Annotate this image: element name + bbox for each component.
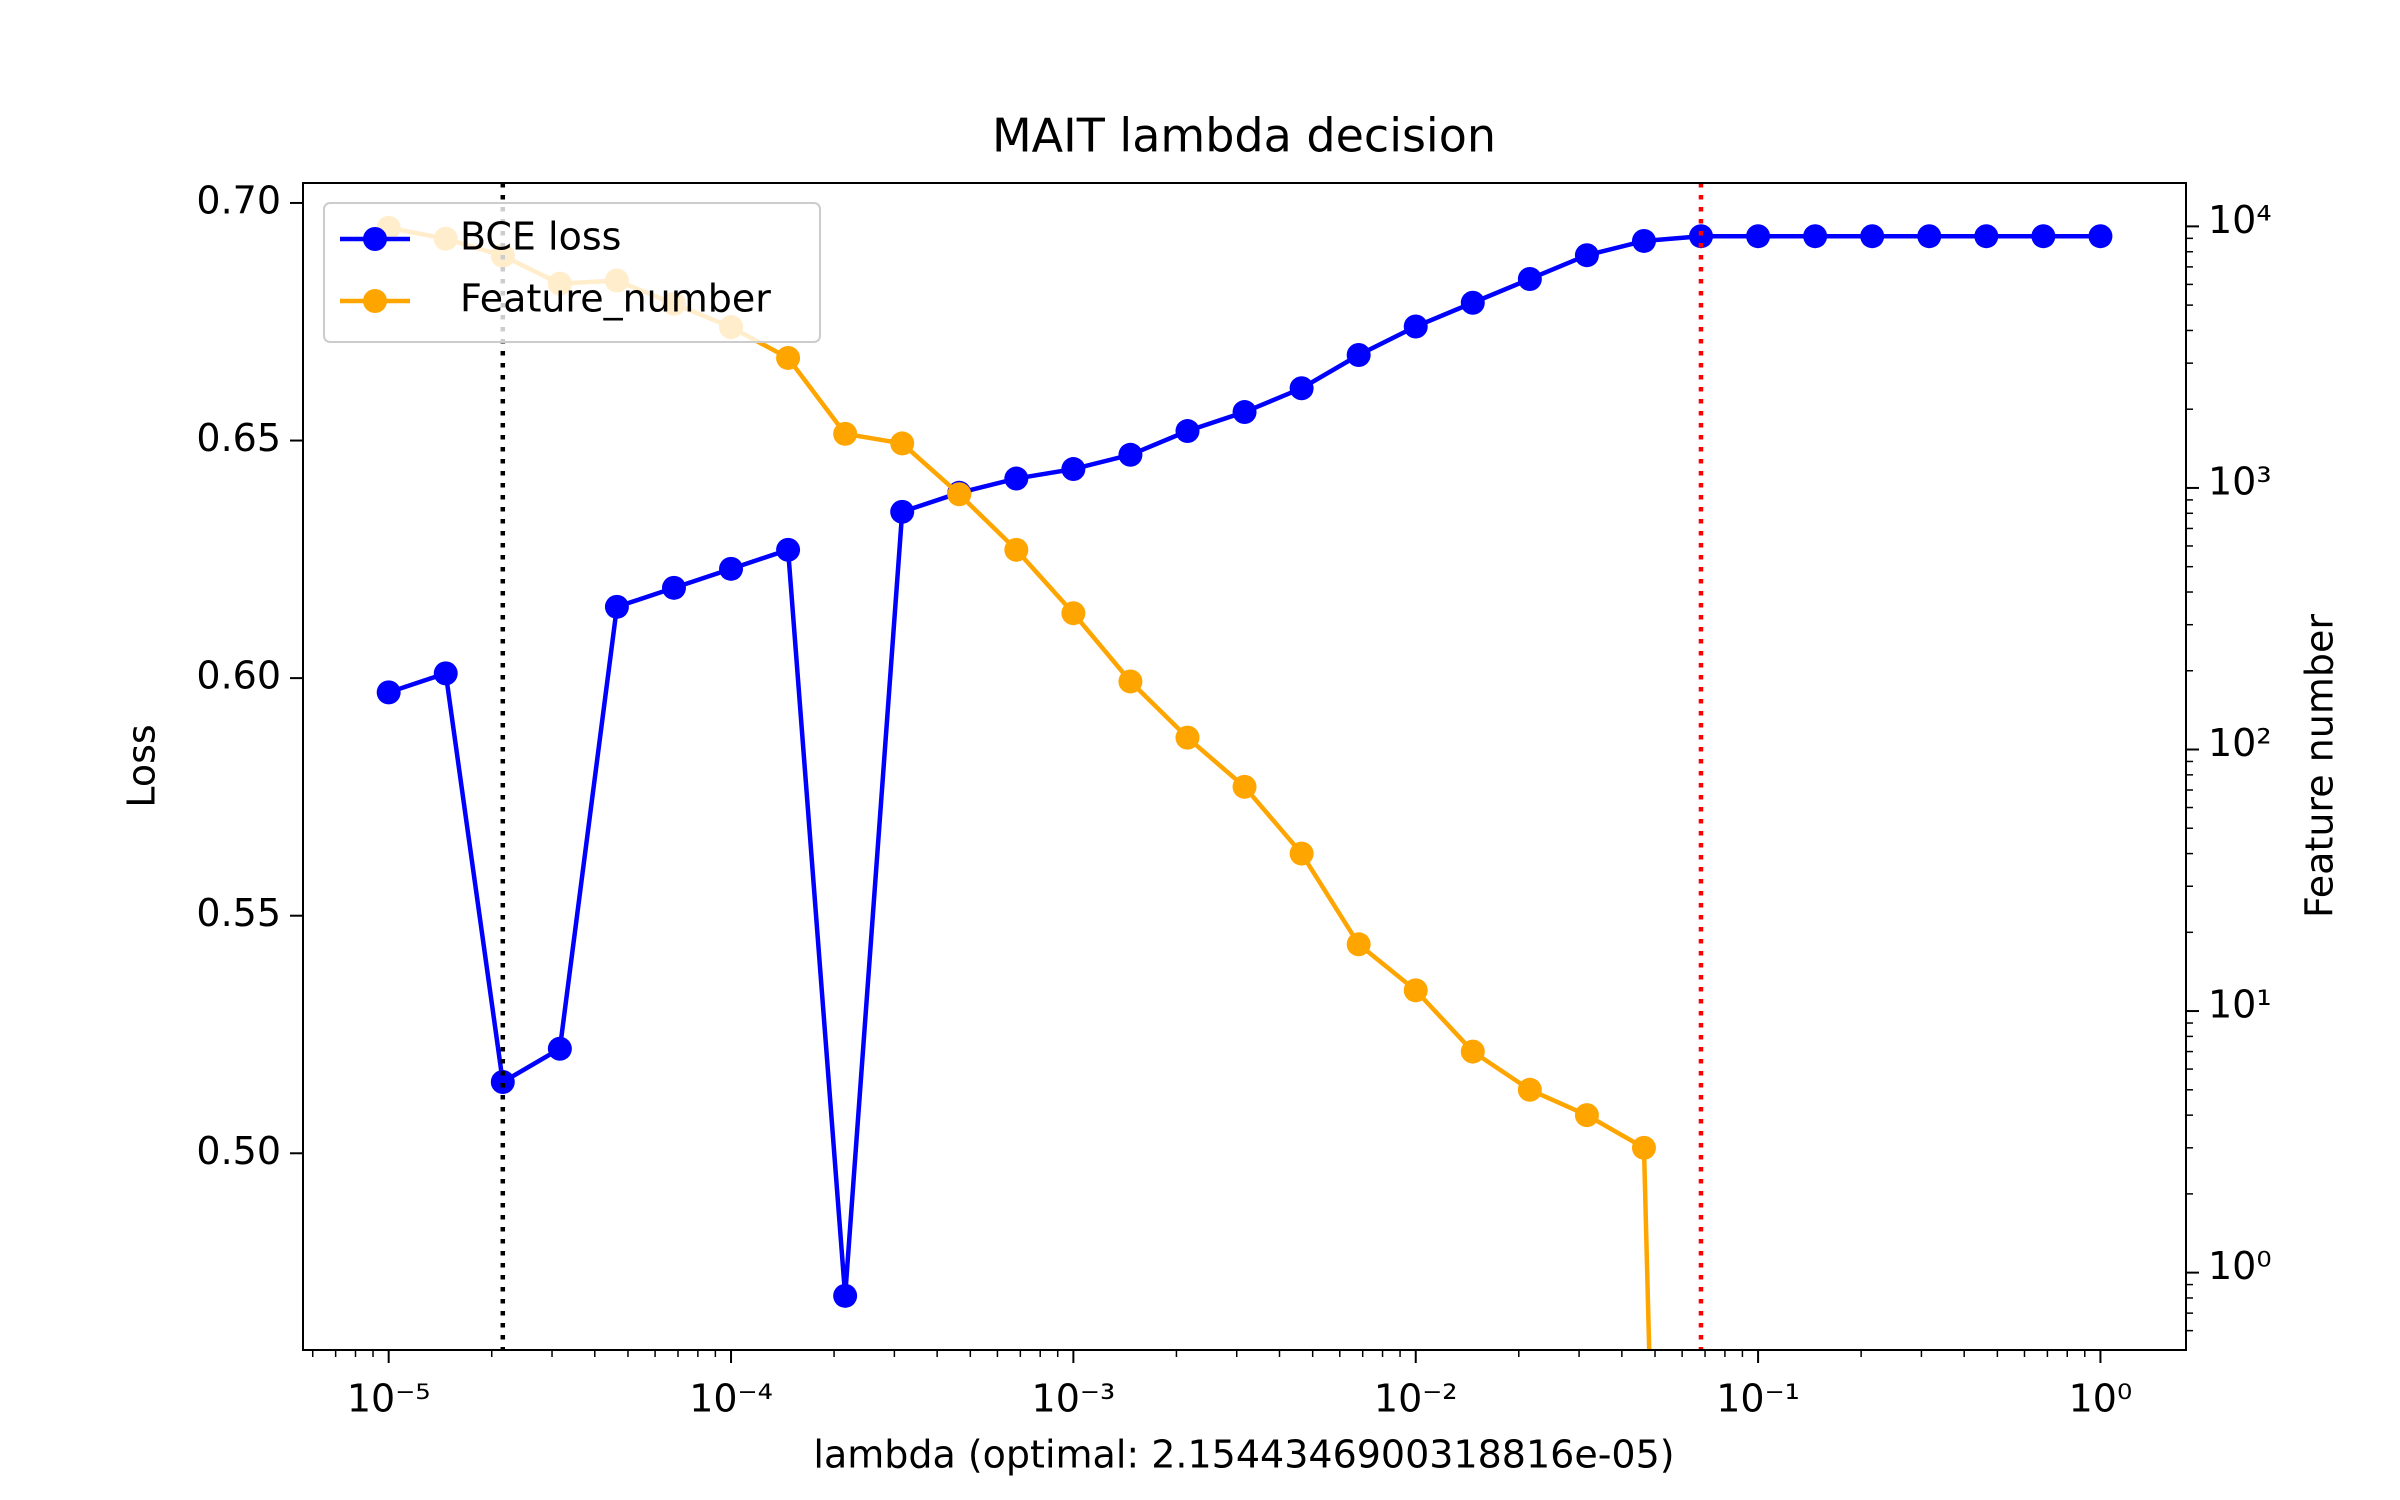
series-marker [1346, 932, 1371, 957]
series-marker [661, 575, 686, 600]
chart-title: MAIT lambda decision [992, 109, 1496, 163]
x-tick-label: 10⁻¹ [1716, 1377, 1800, 1421]
series-marker [1517, 266, 1542, 291]
series-marker [1289, 841, 1314, 866]
series-marker [604, 594, 629, 619]
series-marker [1118, 669, 1143, 694]
series-marker [490, 1070, 515, 1095]
series-marker [376, 680, 401, 705]
legend-box [323, 202, 821, 343]
series-marker [433, 661, 458, 686]
series-marker [1746, 224, 1771, 249]
series-line [387, 233, 2101, 1297]
x-tick-label: 10⁻⁵ [347, 1377, 431, 1421]
series-marker [1175, 725, 1200, 750]
series-marker [1004, 466, 1029, 491]
series-marker [1403, 314, 1428, 339]
legend-marker [363, 227, 387, 251]
y2-tick-label: 10⁴ [2208, 198, 2272, 242]
series-marker [776, 345, 801, 370]
series-marker [1175, 419, 1200, 444]
series-marker [890, 431, 915, 456]
series-marker [1631, 228, 1656, 253]
x-tick-label: 10⁰ [2069, 1377, 2133, 1421]
series-marker [1517, 1077, 1542, 1102]
series-marker [890, 499, 915, 524]
legend-label: Feature_number [460, 277, 771, 321]
series-marker [2088, 224, 2113, 249]
y-tick-label: 0.50 [196, 1129, 281, 1173]
series-marker [833, 1283, 858, 1308]
series-marker [1460, 290, 1485, 315]
series-marker [1860, 224, 1885, 249]
legend-marker [363, 289, 387, 313]
plot-area [376, 183, 2113, 1350]
series-marker [1574, 243, 1599, 268]
y-tick-label: 0.55 [196, 891, 281, 935]
series-marker [1403, 978, 1428, 1003]
series-marker [1346, 343, 1371, 368]
y-tick-label: 0.65 [196, 416, 281, 460]
series-marker [1004, 537, 1029, 562]
legend-label: BCE loss [460, 215, 621, 259]
x-tick-label: 10⁻² [1374, 1377, 1458, 1421]
series-marker [1232, 400, 1257, 425]
y2-tick-label: 10⁰ [2208, 1244, 2272, 1288]
series-marker [1118, 442, 1143, 467]
y2-tick-label: 10¹ [2208, 983, 2272, 1027]
y2-axis-label: Feature number [2298, 614, 2342, 918]
y-axis-label: Loss [120, 724, 164, 807]
x-tick-label: 10⁻³ [1032, 1377, 1116, 1421]
x-tick-label: 10⁻⁴ [689, 1377, 773, 1421]
series-marker [1460, 1039, 1485, 1064]
axes-frame [302, 182, 2187, 1351]
y-tick-label: 0.70 [196, 178, 281, 222]
series-marker [2031, 224, 2056, 249]
series-marker [1061, 457, 1086, 482]
series-marker [1631, 1135, 1656, 1160]
series-marker [1574, 1103, 1599, 1128]
series-marker [947, 482, 972, 507]
series-marker [719, 556, 744, 581]
series-marker [1689, 224, 1714, 249]
y2-tick-label: 10³ [2208, 459, 2272, 503]
x-axis-label: lambda (optimal: 2.1544346900318816e-05) [813, 1433, 1674, 1477]
y2-tick-label: 10² [2208, 721, 2272, 765]
series-marker [833, 421, 858, 446]
series-marker [1803, 224, 1828, 249]
series-marker [547, 1036, 572, 1061]
series-marker [1917, 224, 1942, 249]
series-marker [1974, 224, 1999, 249]
series-marker [1232, 774, 1257, 799]
series-marker [1289, 376, 1314, 401]
series-marker [776, 537, 801, 562]
y-tick-label: 0.60 [196, 654, 281, 698]
series-marker [1061, 601, 1086, 626]
